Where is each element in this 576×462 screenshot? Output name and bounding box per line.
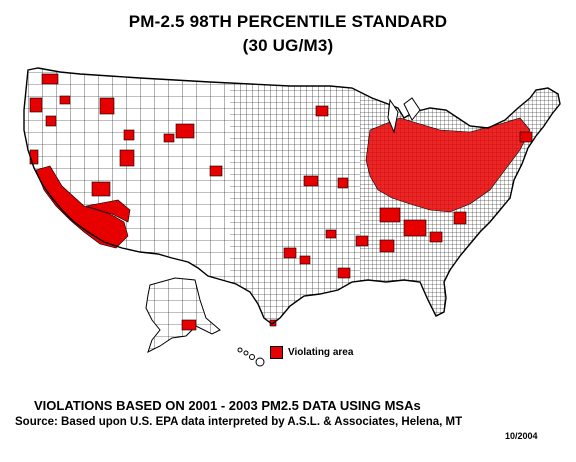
legend-label: Violating area [288,347,354,358]
great-lakes-shape [387,97,421,134]
hawaii-shape [237,347,265,367]
footer-note: VIOLATIONS BASED ON 2001 - 2003 PM2.5 DA… [34,398,421,413]
map-title: PM-2.5 98TH PERCENTILE STANDARD [128,12,448,31]
violation-areas [29,73,533,331]
source-note: Source: Based upon U.S. EPA data interpr… [15,416,463,428]
date-label: 10/2004 [505,431,538,441]
legend-swatch [270,346,283,359]
map-subtitle: (30 UG/M3) [242,36,334,55]
legend: Violating area [270,346,353,359]
alaska-shape [145,277,221,353]
